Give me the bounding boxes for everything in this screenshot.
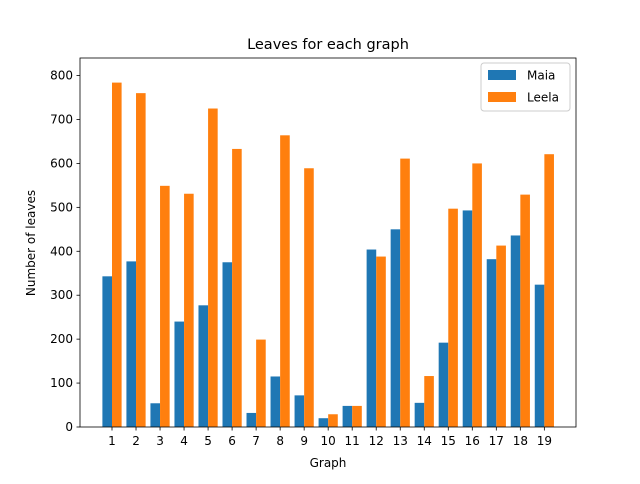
x-tick-label: 11 [345,434,360,448]
x-tick-label: 9 [300,434,308,448]
x-tick-label: 18 [513,434,528,448]
bar-leela-2 [136,93,146,427]
bar-maia-12 [366,249,377,427]
y-tick-label: 300 [50,288,73,302]
bar-maia-4 [174,321,185,427]
bar-maia-13 [390,229,401,427]
bar-leela-17 [496,245,506,427]
bar-leela-12 [376,256,386,427]
bar-leela-4 [184,193,194,427]
x-tick-label: 19 [537,434,552,448]
bar-maia-19 [534,284,545,427]
bar-maia-11 [342,405,353,427]
bar-leela-10 [328,414,338,427]
bar-leela-3 [160,185,170,427]
y-tick-label: 600 [50,156,73,170]
legend: Maia Leela [480,62,571,112]
bar-maia-2 [126,261,137,427]
bar-leela-8 [280,135,290,427]
bar-leela-18 [520,194,530,427]
bar-maia-16 [462,210,473,427]
x-axis-label: Graph [310,456,347,470]
x-tick-label: 8 [276,434,284,448]
bar-leela-14 [424,376,434,427]
bar-leela-7 [256,339,266,427]
bar-maia-18 [510,235,521,427]
x-tick-label: 14 [417,434,432,448]
legend-label-maia: Maia [527,69,555,83]
y-tick-label: 700 [50,113,73,127]
bar-maia-10 [318,418,329,427]
bar-maia-14 [414,402,425,427]
x-tick-label: 6 [228,434,236,448]
x-tick-label: 1 [108,434,116,448]
bar-leela-13 [400,158,410,427]
x-tick-label: 7 [252,434,260,448]
bar-leela-1 [112,82,122,427]
x-tick-label: 5 [204,434,212,448]
x-tick-label: 17 [489,434,504,448]
y-tick-label: 0 [65,420,73,434]
bar-maia-9 [294,395,305,427]
x-tick-label: 3 [156,434,164,448]
legend-swatch-leela [488,92,516,102]
bar-maia-8 [270,376,281,427]
x-tick-label: 12 [369,434,384,448]
bar-leela-11 [352,405,362,427]
bar-leela-15 [448,208,458,427]
bar-maia-15 [438,342,449,427]
y-tick-label: 800 [50,69,73,83]
chart-title: Leaves for each graph [247,37,409,53]
x-tick-label: 2 [132,434,140,448]
y-tick-label: 200 [50,332,73,346]
legend-swatch-maia [488,70,516,80]
bar-maia-7 [246,412,257,427]
legend-label-leela: Leela [527,91,559,105]
bar-leela-9 [304,168,314,427]
x-tick-label: 10 [321,434,336,448]
x-tick-label: 15 [441,434,456,448]
bars-layer [102,82,554,428]
bar-leela-16 [472,163,482,427]
bar-maia-1 [102,276,112,427]
bar-maia-5 [198,305,209,427]
bar-maia-3 [150,403,161,427]
y-tick-label: 500 [50,200,73,214]
x-tick-label: 13 [393,434,408,448]
x-tick-label: 4 [180,434,188,448]
y-tick-label: 400 [50,244,73,258]
y-axis-label: Number of leaves [24,190,38,296]
bar-leela-5 [208,108,218,428]
x-tick-label: 16 [465,434,480,448]
y-tick-label: 100 [50,376,73,390]
bar-leela-6 [232,148,242,427]
bar-leela-19 [544,154,554,427]
bar-maia-17 [486,259,497,427]
bar-maia-6 [222,262,233,427]
